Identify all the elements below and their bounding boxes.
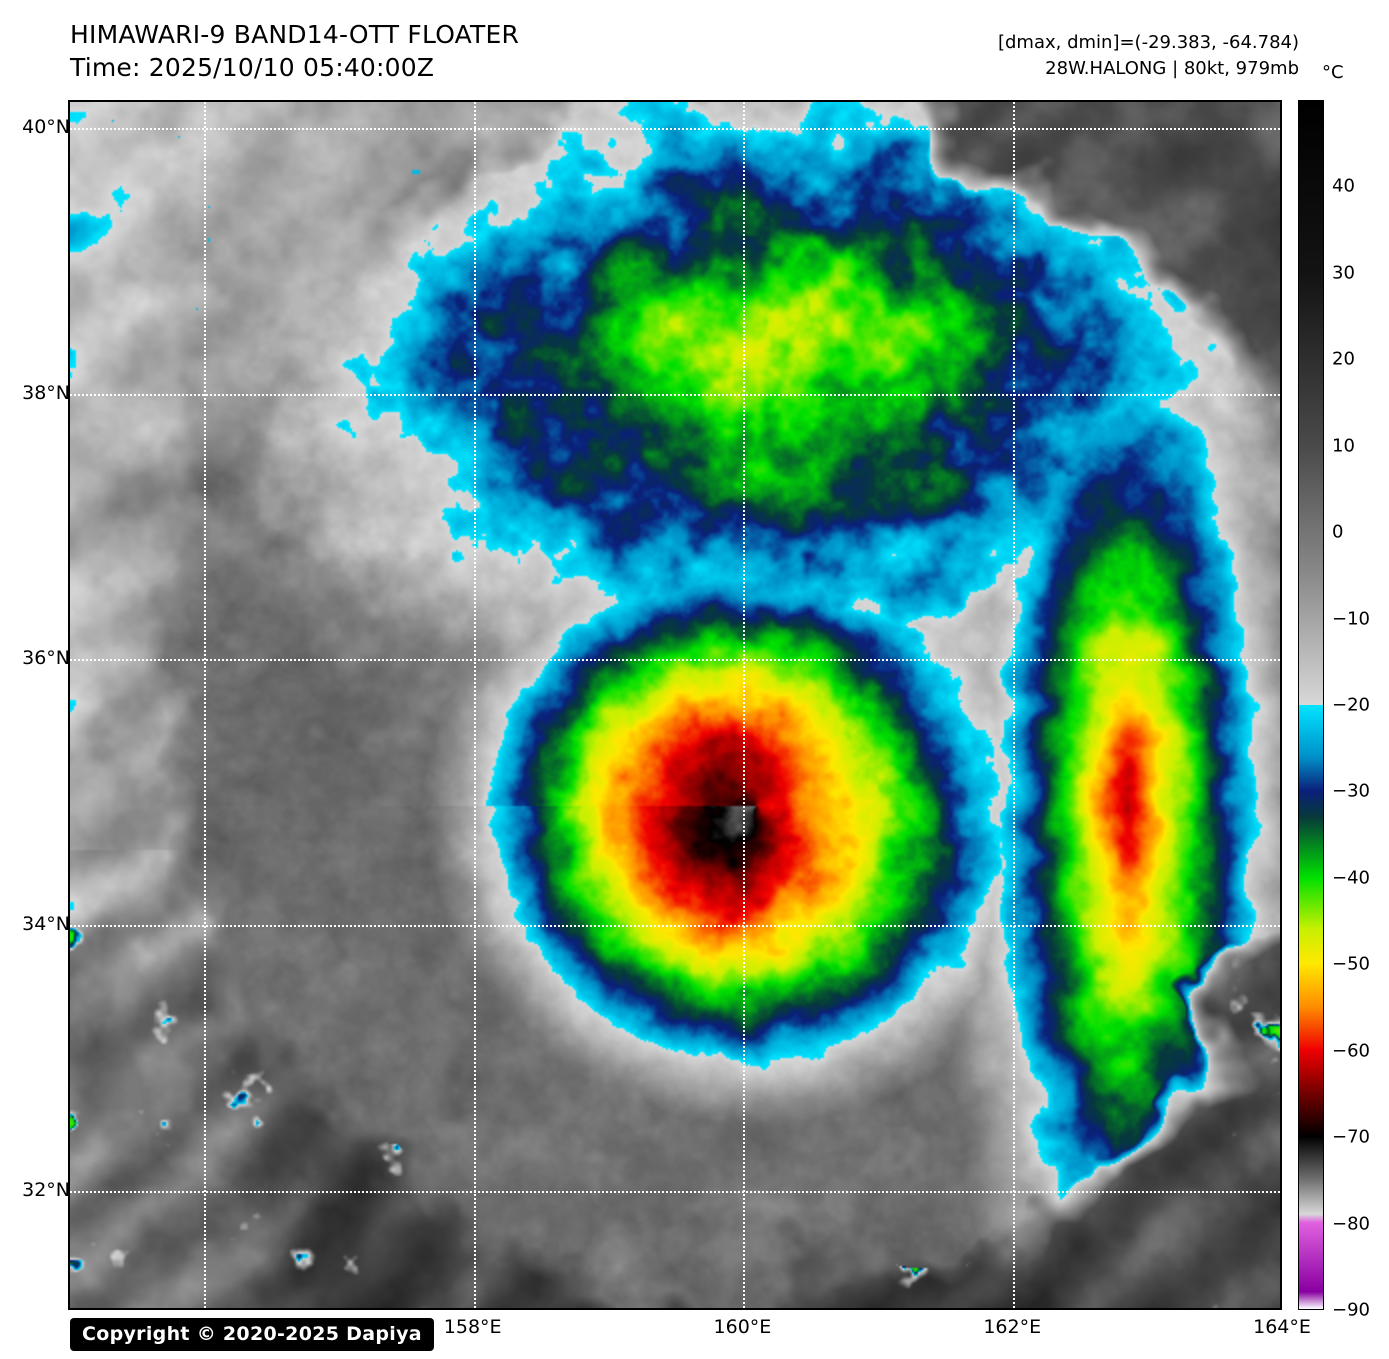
colorbar-tick-label: −90 [1332, 1299, 1370, 1321]
colorbar-tick-label: 30 [1332, 262, 1355, 284]
colorbar-tick-label: −70 [1332, 1126, 1370, 1148]
lat-tick-label: 38°N [22, 381, 70, 404]
copyright-badge: Copyright © 2020-2025 Dapiya [70, 1318, 434, 1351]
colorbar-gradient [1299, 101, 1323, 1309]
colorbar-unit-label: °C [1322, 62, 1344, 83]
colorbar-tick-label: 40 [1332, 175, 1355, 197]
satellite-image-plot [68, 100, 1282, 1310]
lon-tick-label: 164°E [1253, 1316, 1311, 1338]
colorbar-tick-label: −10 [1332, 608, 1370, 630]
colorbar-tick-label: 20 [1332, 348, 1355, 370]
satellite-ir-raster [70, 102, 1280, 1308]
colorbar-tick-label: 0 [1332, 521, 1344, 543]
colorbar-tick-label: −50 [1332, 953, 1370, 975]
page-title: HIMAWARI-9 BAND14-OTT FLOATER [70, 20, 520, 49]
storm-info-label: 28W.HALONG | 80kt, 979mb [1045, 58, 1299, 79]
dminmax-label: [dmax, dmin]=(-29.383, -64.784) [997, 32, 1299, 53]
lat-tick-label: 34°N [22, 913, 70, 936]
lon-tick-label: 160°E [713, 1316, 772, 1338]
colorbar-tick-label: −80 [1332, 1213, 1370, 1235]
lat-tick-label: 36°N [22, 647, 70, 670]
lat-tick-label: 32°N [22, 1179, 70, 1202]
lon-tick-label: 162°E [983, 1316, 1042, 1338]
colorbar-tick-label: −60 [1332, 1040, 1370, 1062]
colorbar-tick-label: −20 [1332, 694, 1370, 716]
timestamp-label: Time: 2025/10/10 05:40:00Z [70, 53, 435, 82]
colorbar-tick-label: 10 [1332, 435, 1355, 457]
colorbar-tick-label: −40 [1332, 867, 1370, 889]
colorbar-tick-label: −30 [1332, 780, 1370, 802]
title-block: HIMAWARI-9 BAND14-OTT FLOATER Time: 2025… [70, 18, 519, 84]
metadata-block: [dmax, dmin]=(-29.383, -64.784) 28W.HALO… [998, 30, 1299, 82]
lon-tick-label: 158°E [443, 1316, 502, 1338]
lat-tick-label: 40°N [22, 115, 70, 138]
colorbar [1298, 100, 1324, 1310]
